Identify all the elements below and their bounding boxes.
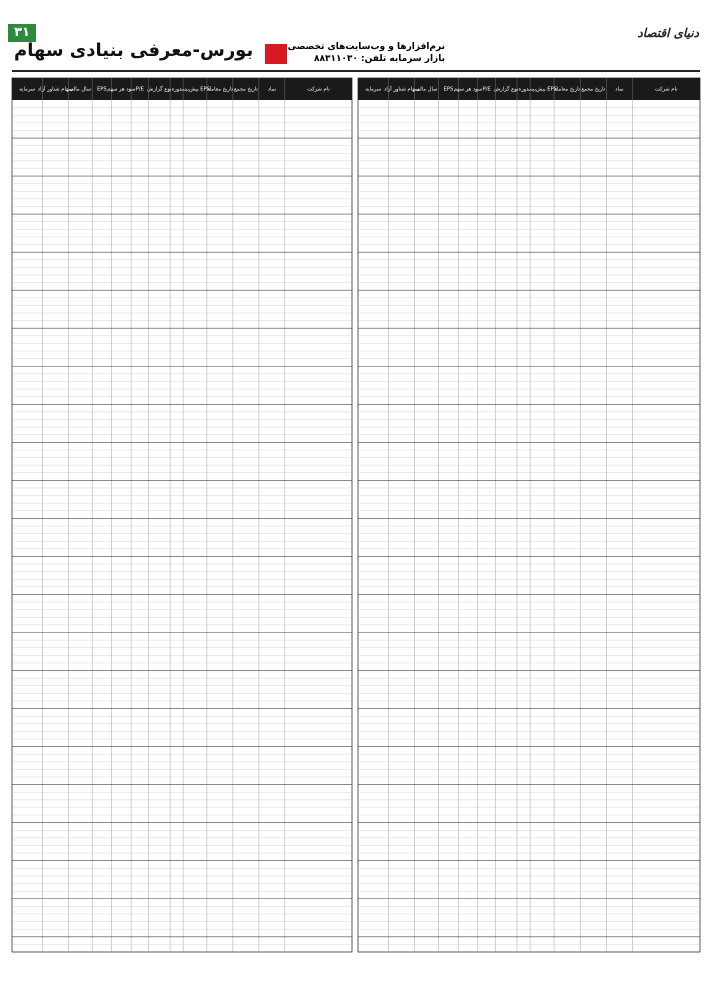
column-header: سهام شناور آزاد: [38, 86, 73, 93]
column-header: نوع گزارش: [494, 86, 518, 93]
column-header: تاریخ مجمع: [581, 87, 605, 93]
advert-line: نرم‌افزارها و وب‌سایت‌های تخصصی: [287, 42, 445, 52]
table-header-bg: [12, 78, 352, 100]
column-header: نام شرکت: [655, 87, 678, 93]
column-header: EPS: [444, 87, 454, 93]
column-header: P/E: [136, 87, 144, 93]
column-header: دوره: [519, 87, 530, 93]
rule: [12, 70, 700, 72]
column-header: سال مالی: [416, 87, 438, 93]
column-header: تاریخ مجمع: [234, 87, 258, 93]
column-header: P/E: [482, 87, 490, 93]
column-header: سال مالی: [69, 87, 91, 93]
advert-logo: [265, 44, 287, 64]
column-header: تاریخ معامله: [207, 87, 234, 93]
column-header: سرمایه: [365, 87, 381, 93]
table-header-bg: [358, 78, 700, 100]
column-header: تاریخ معامله: [554, 87, 581, 93]
column-header: سود هر سهم: [107, 87, 135, 93]
advert-line: بازار سرمایه تلفن: ۸۸۳۱۱۰۳۰: [313, 54, 445, 64]
column-header: دوره: [172, 87, 183, 93]
column-header: نوع گزارش: [147, 86, 171, 93]
column-header: نماد: [268, 87, 276, 93]
column-header: سهام شناور آزاد: [384, 86, 419, 93]
column-header: نام شرکت: [307, 87, 330, 93]
masthead: دنیای اقتصاد: [637, 26, 699, 40]
table-frame: [357, 77, 701, 953]
column-header: نماد: [615, 87, 623, 93]
column-header: سرمایه: [19, 87, 35, 93]
column-header: EPS: [97, 87, 107, 93]
table-frame: [11, 77, 353, 953]
page-number: ۳۱: [8, 24, 36, 42]
column-header: پیش‌بینی EPS: [180, 87, 210, 93]
column-header: سود هر سهم: [454, 87, 482, 93]
section-title: بورس-معرفی بنیادی سهام: [14, 40, 254, 61]
column-header: پیش‌بینی EPS: [527, 87, 557, 93]
advert: نرم‌افزارها و وب‌سایت‌های تخصصی بازار سر…: [265, 42, 445, 66]
